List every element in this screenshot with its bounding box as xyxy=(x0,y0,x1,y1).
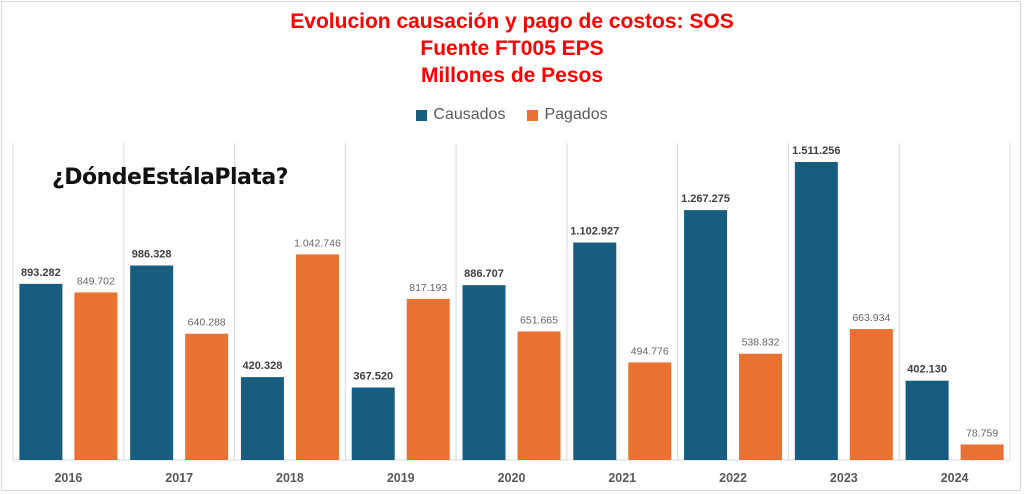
data-label-pagados-2023: 663.934 xyxy=(852,312,890,324)
data-label-causados-2016: 893.282 xyxy=(21,267,61,279)
data-label-pagados-2017: 640.288 xyxy=(188,317,226,329)
bar-causados-2018[interactable] xyxy=(240,377,284,460)
bar-causados-2019[interactable] xyxy=(351,387,395,460)
legend-label-pagados: Pagados xyxy=(544,106,608,123)
legend-item-pagados[interactable]: Pagados xyxy=(527,106,608,124)
bar-causados-2024[interactable] xyxy=(905,380,949,460)
bar-causados-2022[interactable] xyxy=(684,210,728,460)
data-label-pagados-2018: 1.042.746 xyxy=(294,237,341,249)
bar-causados-2016[interactable] xyxy=(19,283,63,460)
bar-pagados-2021[interactable] xyxy=(628,362,672,460)
bar-pagados-2020[interactable] xyxy=(517,331,561,460)
data-label-pagados-2022: 538.832 xyxy=(742,337,780,349)
data-label-causados-2021: 1.102.927 xyxy=(570,226,619,238)
data-label-causados-2024: 402.130 xyxy=(907,364,947,376)
data-label-causados-2023: 1.511.256 xyxy=(792,145,840,157)
data-label-pagados-2016: 849.702 xyxy=(77,275,115,287)
data-label-pagados-2019: 817.193 xyxy=(409,282,447,294)
legend-item-causados[interactable]: Causados xyxy=(416,106,505,124)
x-tick-label-2018: 2018 xyxy=(276,471,304,485)
bar-pagados-2016[interactable] xyxy=(74,292,118,460)
bar-causados-2021[interactable] xyxy=(573,242,617,460)
title-line-3: Millones de Pesos xyxy=(420,64,604,87)
data-label-pagados-2021: 494.776 xyxy=(631,345,669,357)
x-tick-label-2019: 2019 xyxy=(387,471,415,485)
chart-title: Evolucion causación y pago de costos: SO… xyxy=(0,8,1024,89)
x-tick-label-2021: 2021 xyxy=(608,471,636,485)
watermark: ¿DóndeEstálaPlata? xyxy=(52,165,288,190)
data-label-pagados-2020: 651.665 xyxy=(520,315,558,327)
bar-pagados-2017[interactable] xyxy=(185,333,229,460)
title-line-2: Fuente FT005 EPS xyxy=(420,37,604,60)
bar-pagados-2024[interactable] xyxy=(960,444,1004,460)
bar-pagados-2019[interactable] xyxy=(406,298,450,460)
bar-causados-2020[interactable] xyxy=(462,285,506,460)
x-tick-label-2017: 2017 xyxy=(165,471,193,485)
data-label-causados-2019: 367.520 xyxy=(353,371,393,383)
data-label-causados-2022: 1.267.275 xyxy=(681,193,730,205)
x-tick-label-2024: 2024 xyxy=(941,471,969,485)
legend-swatch-causados xyxy=(416,109,428,121)
data-label-causados-2018: 420.328 xyxy=(243,360,283,372)
x-tick-label-2016: 2016 xyxy=(54,471,82,485)
data-label-causados-2020: 886.707 xyxy=(464,268,504,280)
legend-swatch-pagados xyxy=(527,109,539,121)
x-tick-label-2022: 2022 xyxy=(719,471,747,485)
x-tick-label-2020: 2020 xyxy=(498,471,526,485)
legend: Causados Pagados xyxy=(0,106,1024,124)
data-label-causados-2017: 986.328 xyxy=(132,249,172,261)
bar-causados-2023[interactable] xyxy=(794,162,838,460)
title-line-1: Evolucion causación y pago de costos: SO… xyxy=(290,10,734,33)
data-label-pagados-2024: 78.759 xyxy=(966,427,998,439)
x-tick-label-2023: 2023 xyxy=(830,471,858,485)
bar-pagados-2022[interactable] xyxy=(739,353,783,460)
bar-pagados-2023[interactable] xyxy=(849,329,893,460)
bar-causados-2017[interactable] xyxy=(130,265,174,460)
bar-pagados-2018[interactable] xyxy=(295,254,339,460)
legend-label-causados: Causados xyxy=(433,106,506,123)
